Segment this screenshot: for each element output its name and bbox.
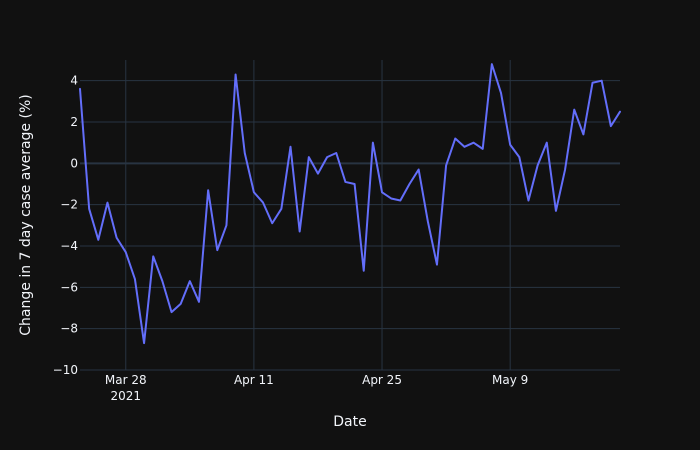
y-tick-label: −2 xyxy=(60,198,78,212)
x-tick-label: Mar 28 xyxy=(105,373,147,387)
x-gridlines xyxy=(125,60,511,370)
y-tick-labels: 4 2 0 −2 −4 −6 −8 −10 xyxy=(53,74,78,377)
x-tick-label: Apr 11 xyxy=(234,373,274,387)
y-axis-title: Change in 7 day case average (%) xyxy=(18,94,34,335)
x-tick-labels: Mar 28 2021 Apr 11 Apr 25 May 9 xyxy=(105,373,528,403)
plot-area xyxy=(80,60,620,370)
y-tick-label: 4 xyxy=(70,74,78,88)
y-tick-label: 2 xyxy=(70,115,78,129)
y-tick-label: −8 xyxy=(60,322,78,336)
x-tick-label: Apr 25 xyxy=(362,373,402,387)
series-line xyxy=(79,63,621,345)
x-tick-label: May 9 xyxy=(492,373,528,387)
y-tick-label: −10 xyxy=(53,363,78,377)
y-tick-label: 0 xyxy=(70,156,78,170)
x-axis-title: Date xyxy=(333,414,366,430)
series-layer xyxy=(79,63,621,345)
y-gridlines xyxy=(80,80,620,371)
y-tick-label: −6 xyxy=(60,280,78,294)
y-tick-label: −4 xyxy=(60,239,78,253)
x-tick-sublabel: 2021 xyxy=(110,389,141,403)
